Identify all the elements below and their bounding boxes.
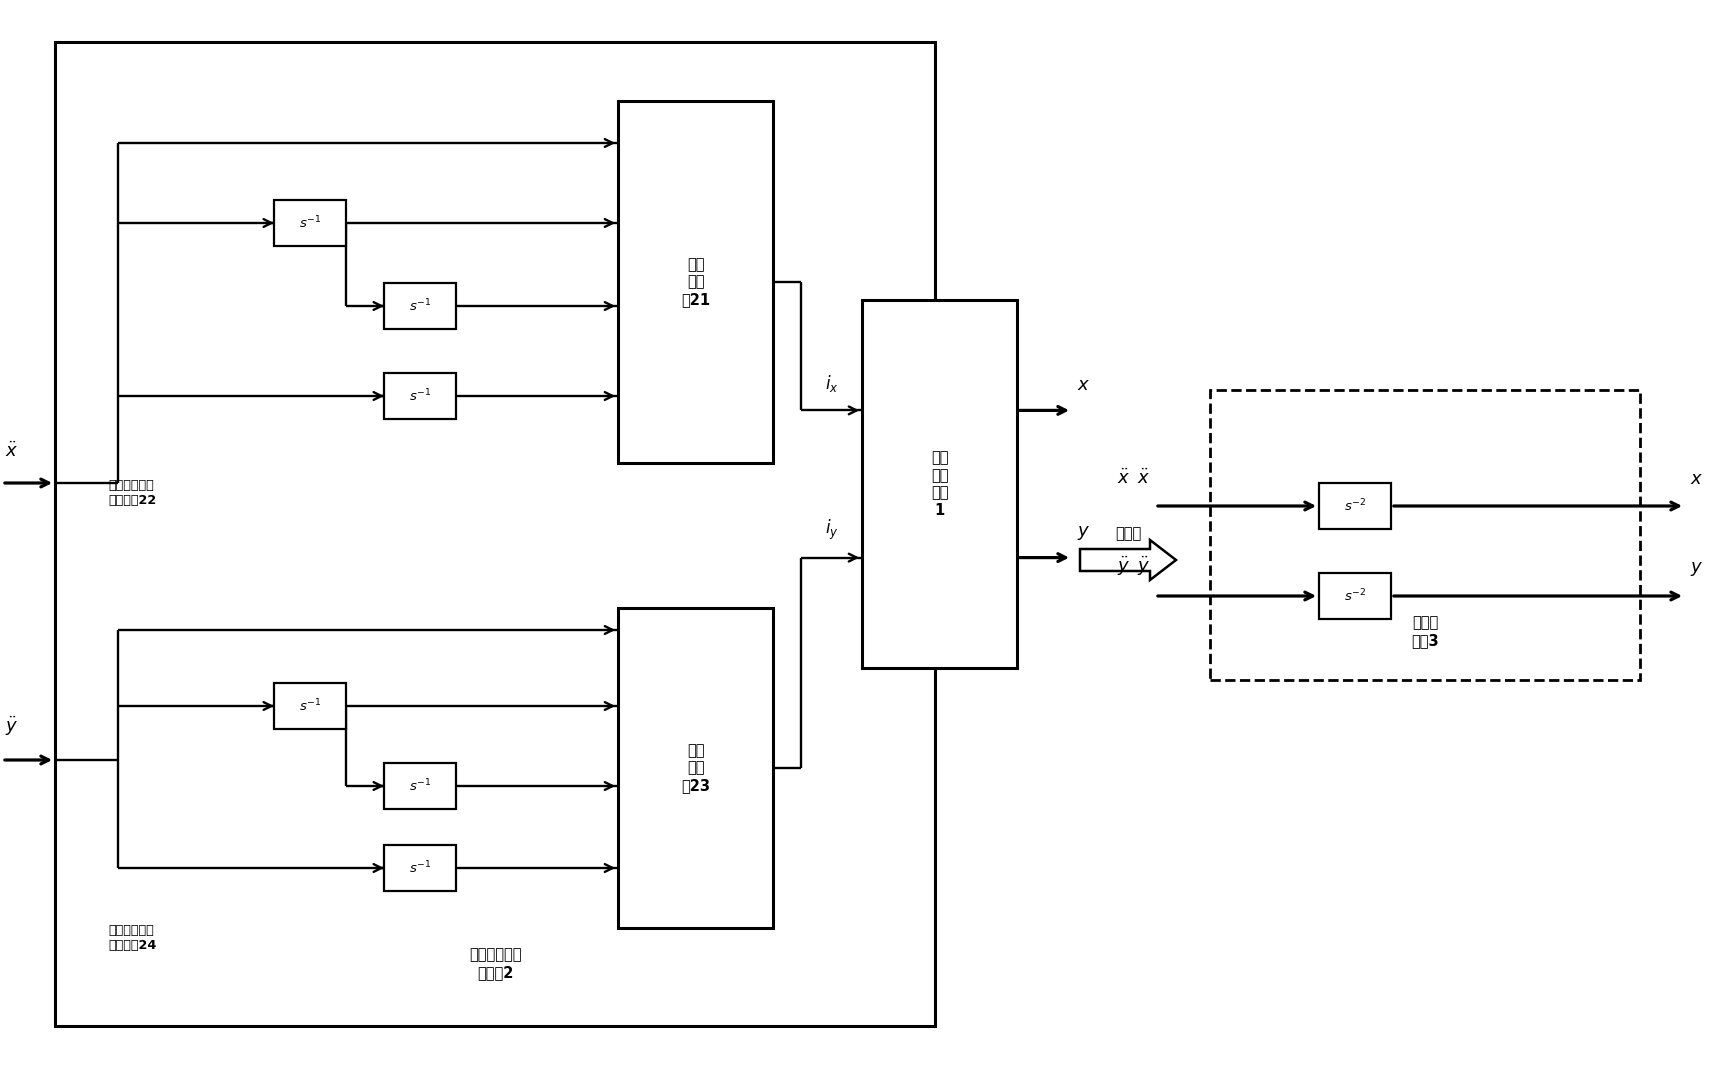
Bar <box>385 373 456 419</box>
Text: $\ddot{x}$: $\ddot{x}$ <box>1136 469 1150 488</box>
Text: $y$: $y$ <box>1077 523 1091 541</box>
Text: $i_y$: $i_y$ <box>824 517 838 541</box>
Bar <box>618 608 772 928</box>
Bar <box>55 42 935 1026</box>
Text: $i_x$: $i_x$ <box>824 374 838 394</box>
Text: $s^{-1}$: $s^{-1}$ <box>409 778 431 795</box>
Text: 正常支持向量
机逆模型22: 正常支持向量 机逆模型22 <box>107 480 156 507</box>
Text: 故障支持向量
机逆模型24: 故障支持向量 机逆模型24 <box>107 924 156 952</box>
Text: $x$: $x$ <box>1077 376 1089 394</box>
Text: 伪线性
系眃3: 伪线性 系眃3 <box>1412 615 1439 648</box>
Bar <box>1320 574 1391 619</box>
Text: $s^{-1}$: $s^{-1}$ <box>409 388 431 405</box>
Text: 支持向量机逆
模型库2: 支持向量机逆 模型库2 <box>469 947 521 980</box>
Text: $\ddot{x}$: $\ddot{x}$ <box>1117 469 1129 488</box>
Bar <box>274 684 346 729</box>
Text: $\ddot{x}$: $\ddot{x}$ <box>5 442 19 461</box>
Text: $s^{-1}$: $s^{-1}$ <box>409 860 431 877</box>
Text: $s^{-1}$: $s^{-1}$ <box>300 215 320 232</box>
Bar <box>274 200 346 246</box>
Polygon shape <box>1081 540 1176 580</box>
Text: 支持
向量
机21: 支持 向量 机21 <box>681 257 710 307</box>
Text: $s^{-1}$: $s^{-1}$ <box>300 697 320 714</box>
Bar <box>73 58 918 1010</box>
Bar <box>90 571 721 993</box>
Bar <box>385 283 456 329</box>
Text: $\ddot{y}$: $\ddot{y}$ <box>5 714 19 738</box>
Text: $s^{-2}$: $s^{-2}$ <box>1344 498 1367 515</box>
Text: 等效为: 等效为 <box>1115 527 1141 541</box>
Bar <box>1320 483 1391 529</box>
Text: $s^{-2}$: $s^{-2}$ <box>1344 587 1367 604</box>
Bar <box>1211 390 1640 680</box>
Text: $y$: $y$ <box>1690 560 1703 578</box>
Text: 支持
向量
机23: 支持 向量 机23 <box>681 743 710 792</box>
Bar <box>90 76 721 548</box>
Bar <box>385 845 456 891</box>
Text: $x$: $x$ <box>1690 470 1703 488</box>
Text: 复合
被控
对象
1: 复合 被控 对象 1 <box>930 451 947 518</box>
Text: $\ddot{y}$: $\ddot{y}$ <box>1136 554 1150 578</box>
Bar <box>863 300 1017 668</box>
Text: $\ddot{y}$: $\ddot{y}$ <box>1117 554 1129 578</box>
Text: $s^{-1}$: $s^{-1}$ <box>409 298 431 314</box>
Bar <box>618 101 772 464</box>
Bar <box>385 763 456 808</box>
